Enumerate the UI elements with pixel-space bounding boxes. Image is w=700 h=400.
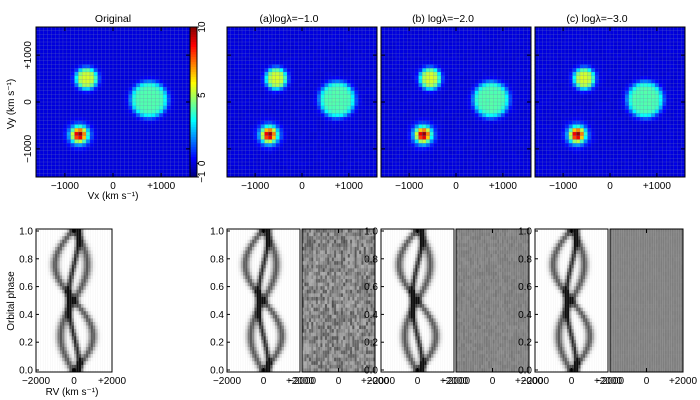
rv-xtick: −2000 [367, 376, 396, 387]
map-ytick: +1000 [23, 41, 34, 70]
rv-xtick: 0 [71, 376, 77, 387]
map-ytick: 0 [23, 99, 34, 105]
spectrum-panel-model-a: −2000 0 +2000 1.0 0.8 0.6 0.4 0.2 0.0 [210, 227, 314, 388]
doppler-maps: −1000 0 +1000 +1000 0 −1000 −1000 0 +1000 −1000 0 +… [23, 26, 686, 192]
colorbar-tick: 10 [197, 21, 208, 33]
title-c: (c) logλ=−3.0 [566, 13, 627, 25]
rv-xtick: −2000 [521, 376, 550, 387]
map-xtick: −1000 [549, 181, 578, 192]
colorbar: 10 5 0 −1 [189, 21, 208, 183]
rv-xtick: 0 [415, 376, 421, 387]
rv-xtick: +2000 [594, 376, 623, 387]
title-b: (b) logλ=−2.0 [412, 13, 474, 25]
rv-xtick: 0 [261, 376, 267, 387]
phase-ytick: 0.8 [518, 254, 532, 265]
title-original: Original [95, 13, 131, 25]
map-xtick: −1000 [51, 181, 80, 192]
phase-ytick: 0.8 [364, 254, 378, 265]
phase-ytick: 0.2 [364, 338, 378, 349]
phase-ytick: 0.0 [210, 366, 224, 377]
spectrum-panel-model-c: −2000 0 +2000 1.0 0.8 0.6 0.4 0.2 0.0 [518, 227, 622, 388]
phase-ytick: 0.0 [518, 366, 532, 377]
rv-xtick: +2000 [440, 376, 469, 387]
map-xtick: −1000 [241, 181, 270, 192]
spectrum-panel-model-b: −2000 0 +2000 1.0 0.8 0.6 0.4 0.2 0.0 [364, 227, 468, 388]
colorbar-tick: −1 [197, 171, 208, 183]
phase-ytick: 1.0 [518, 227, 532, 238]
rv-xtick: +2000 [361, 376, 390, 387]
colorbar-tick: 0 [197, 160, 208, 166]
phase-ytick: 0.2 [210, 338, 224, 349]
map-panel-1: −1000 0 +1000 [226, 26, 378, 192]
phase-ylabel: Orbital phase [6, 271, 17, 331]
phase-ytick: 0.4 [518, 310, 532, 321]
phase-ytick: 1.0 [210, 227, 224, 238]
map-xtick: 0 [607, 181, 613, 192]
phase-ytick: 0.4 [210, 310, 224, 321]
rv-xtick: −2000 [213, 376, 242, 387]
map-xtick: −1000 [395, 181, 424, 192]
phase-ytick: 1.0 [19, 227, 33, 238]
map-ylabel: Vy (km s⁻¹) [6, 79, 17, 129]
phase-ytick: 0.6 [19, 282, 33, 293]
phase-ytick: 0.0 [19, 366, 33, 377]
rv-xlabel: RV (km s⁻¹) [46, 387, 99, 398]
map-panel-2: −1000 0 +1000 [380, 26, 532, 192]
rv-xtick: 0 [569, 376, 575, 387]
colorbar-tick: 5 [197, 92, 208, 98]
rv-xtick: −2000 [442, 376, 471, 387]
map-xtick: +1000 [643, 181, 672, 192]
phase-ytick: 0.0 [364, 366, 378, 377]
rv-xtick: −2000 [22, 376, 51, 387]
phase-ytick: 1.0 [364, 227, 378, 238]
phase-ytick: 0.8 [210, 254, 224, 265]
phase-ytick: 0.4 [364, 310, 378, 321]
phase-ytick: 0.2 [19, 338, 33, 349]
colorbar-frame [189, 26, 198, 178]
phase-ytick: 0.2 [518, 338, 532, 349]
map-ytick: −1000 [23, 134, 34, 163]
map-panel-0: −1000 0 +1000 +1000 0 −1000 [23, 26, 191, 192]
map-xtick: 0 [453, 181, 459, 192]
rv-xtick: 0 [644, 376, 650, 387]
rv-xtick: +2000 [98, 376, 127, 387]
rv-xtick: 0 [336, 376, 342, 387]
map-xtick: 0 [110, 181, 116, 192]
spectrum-panel-residual-c: −2000 0 +2000 [596, 228, 698, 387]
map-xlabel: Vx (km s⁻¹) [88, 191, 139, 202]
rv-xtick: −2000 [288, 376, 317, 387]
map-panel-3: −1000 0 +1000 [534, 26, 686, 192]
map-xtick: 0 [299, 181, 305, 192]
phase-ytick: 0.6 [518, 282, 532, 293]
map-xtick: +1000 [335, 181, 364, 192]
map-xtick: +1000 [489, 181, 518, 192]
rv-xtick: +2000 [669, 376, 698, 387]
spectrum-panel-original: −2000 0 +2000 1.0 0.8 0.6 0.4 0.2 0.0 [19, 227, 126, 388]
phase-ytick: 0.6 [210, 282, 224, 293]
rv-xtick: +2000 [286, 376, 315, 387]
title-a: (a)logλ=−1.0 [260, 13, 319, 25]
phase-ytick: 0.4 [19, 310, 33, 321]
phase-ytick: 0.6 [364, 282, 378, 293]
spectrum-panel-residual-b: −2000 0 +2000 [442, 228, 544, 387]
rv-xtick: 0 [490, 376, 496, 387]
phase-ytick: 0.8 [19, 254, 33, 265]
rv-xtick: +2000 [515, 376, 544, 387]
map-xtick: +1000 [147, 181, 176, 192]
spectrum-panel-residual-a: −2000 0 +2000 [288, 228, 390, 387]
rv-xtick: −2000 [596, 376, 625, 387]
